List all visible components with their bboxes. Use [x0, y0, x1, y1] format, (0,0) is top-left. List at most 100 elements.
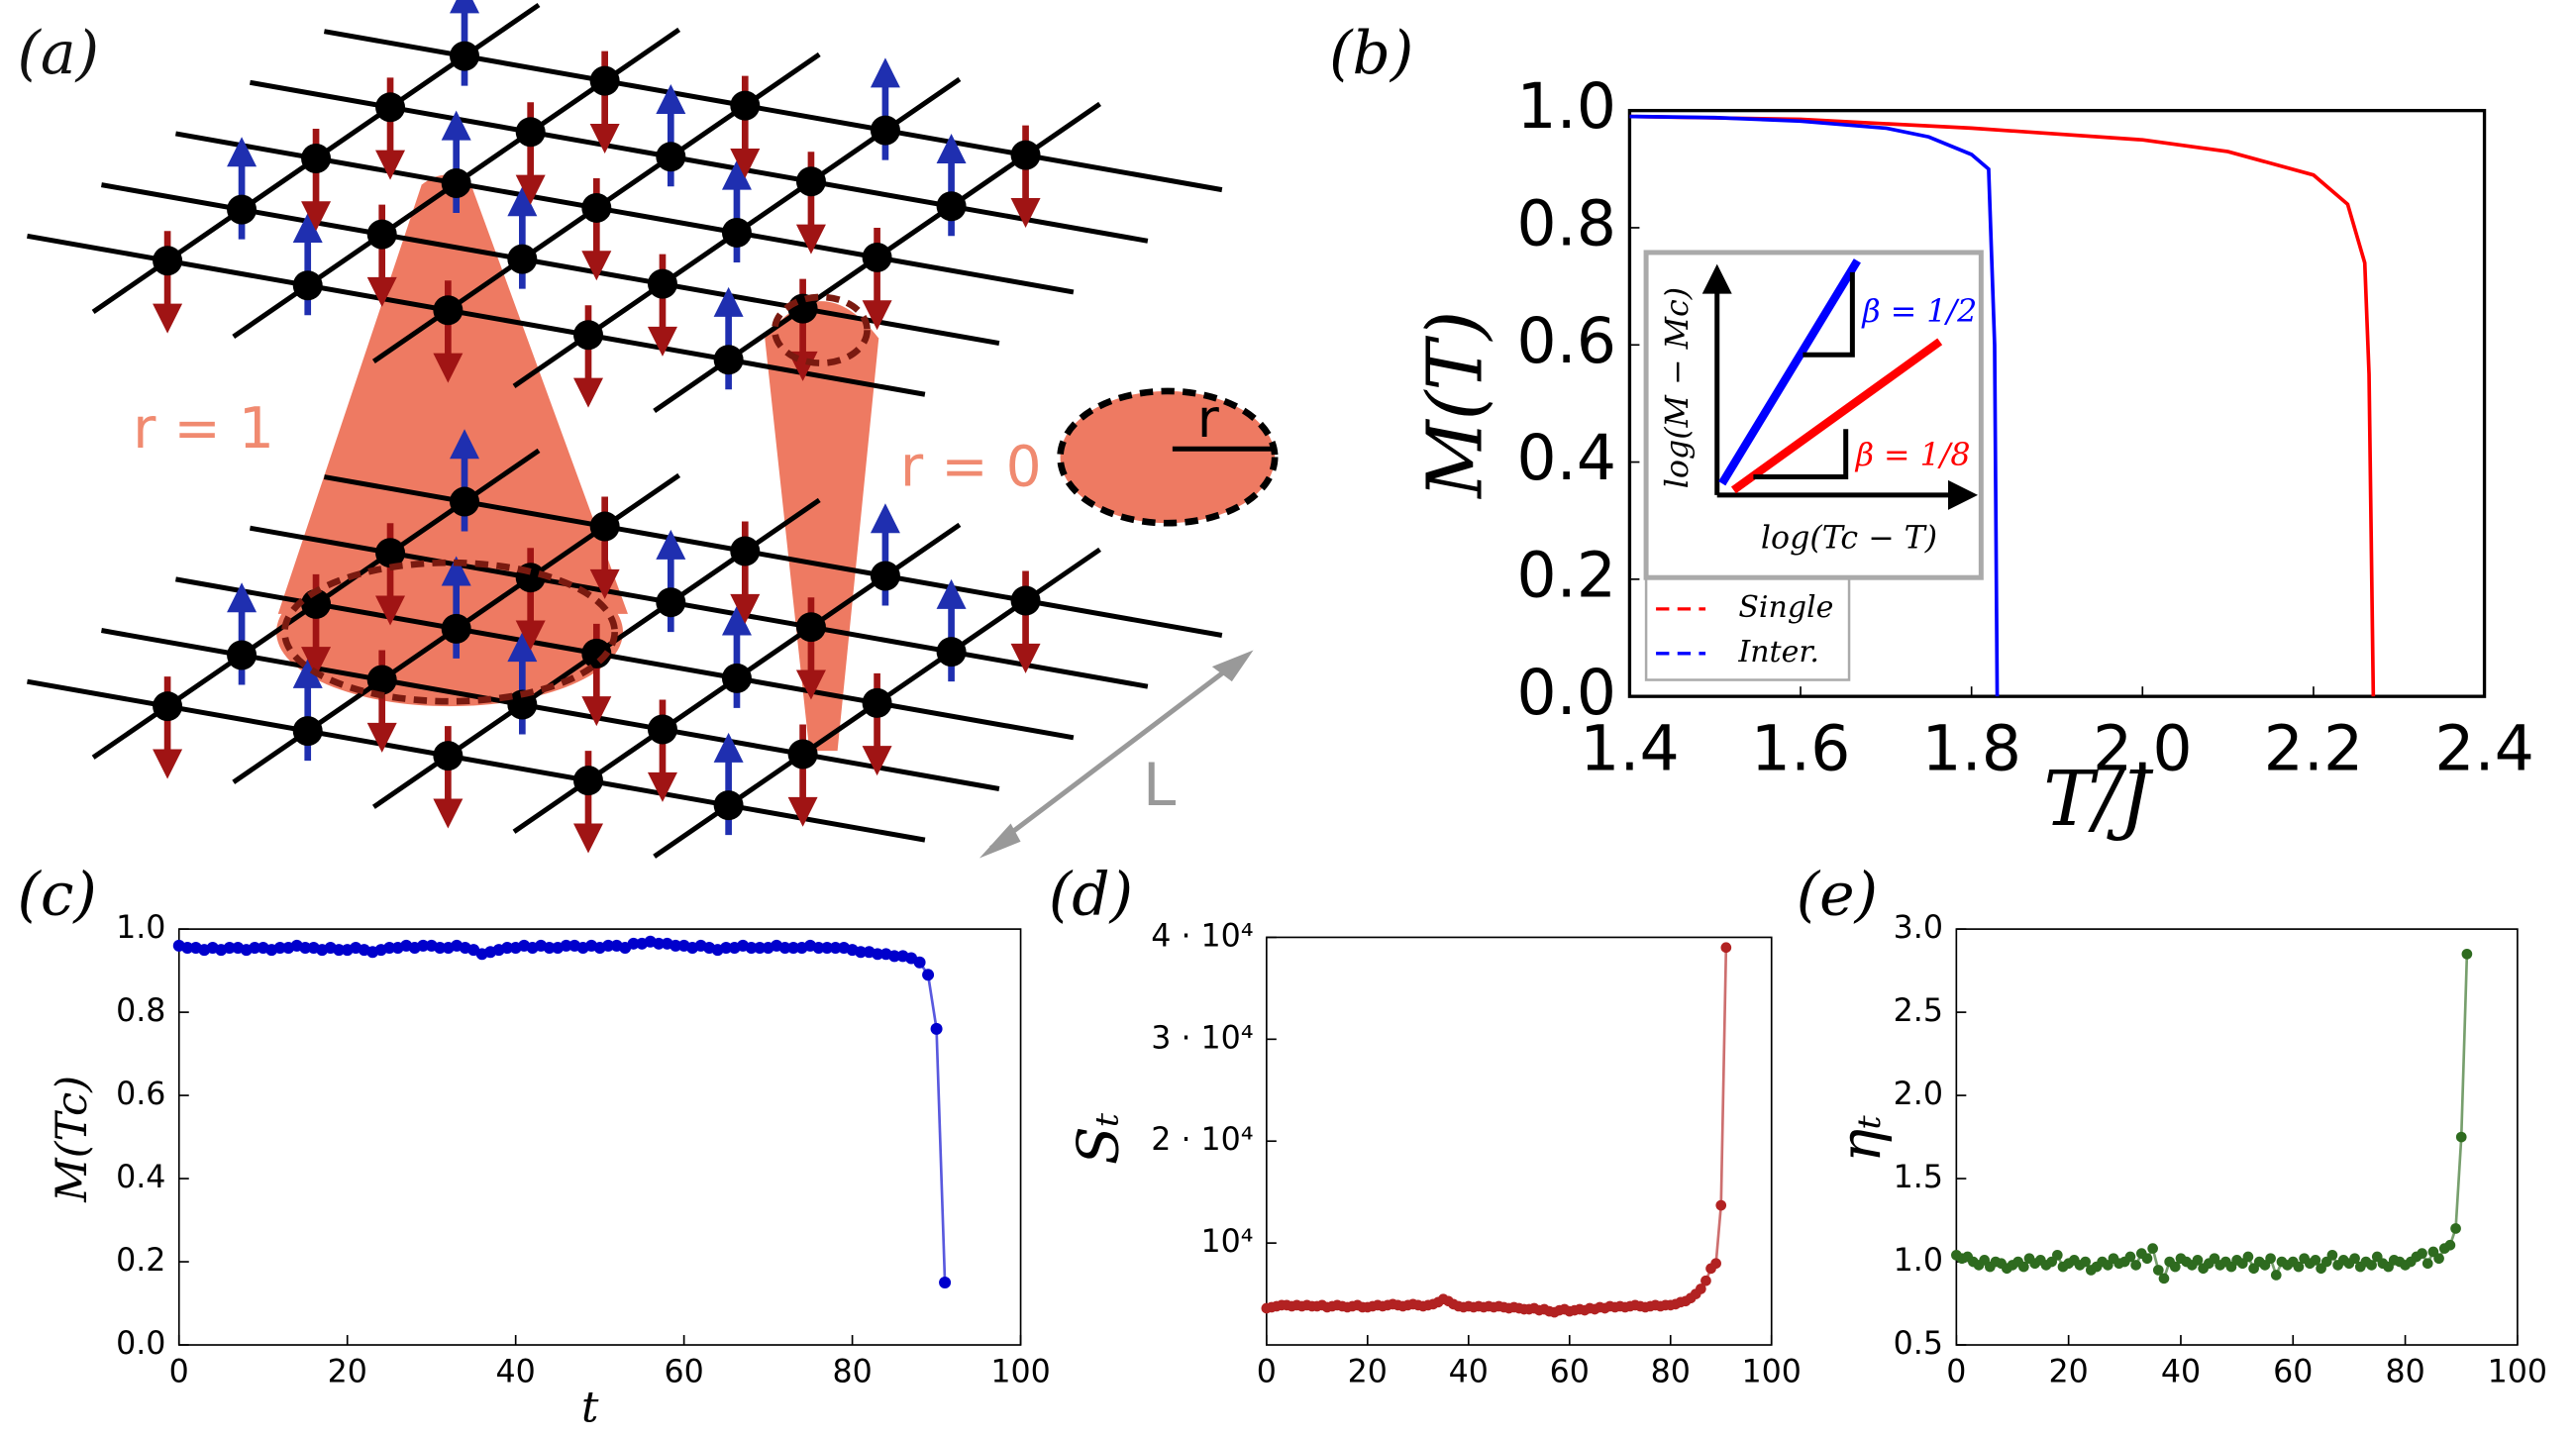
lattice-site [433, 295, 464, 326]
y-tick-label: 1.5 [1894, 1160, 1943, 1195]
y-tick-label: 1.0 [1894, 1243, 1943, 1279]
spin-down-head [787, 796, 818, 827]
data-point [333, 944, 346, 957]
lattice-site [656, 587, 686, 618]
lattice-site [227, 194, 258, 225]
lattice-site [153, 691, 183, 722]
spin-down-head [730, 593, 761, 624]
data-point [2461, 948, 2473, 960]
data-point [778, 942, 791, 955]
spin-down-head [375, 150, 406, 180]
data-point [913, 956, 926, 969]
lattice-site [787, 739, 818, 770]
data-point [417, 939, 430, 952]
lattice-site [375, 538, 406, 568]
spin-down-head [433, 353, 464, 383]
x-tick-label: 40 [2161, 1355, 2201, 1390]
spin-down-head [572, 377, 603, 408]
y-tick-label: 0.0 [116, 1326, 165, 1362]
spin-down-head [795, 669, 826, 700]
inset-y-label: log(M − Mc) [1660, 287, 1696, 488]
spin-up-head [721, 605, 752, 636]
y-tick-label: 3.0 [1894, 910, 1943, 946]
x-tick-label: 20 [328, 1355, 367, 1390]
slope-annotation: β = 1/8 [1855, 438, 1971, 473]
cone-small [765, 301, 879, 752]
inset-axes [1714, 283, 1957, 498]
chart: 0 20 40 60 80 100 0.0 0.2 0.4 0.6 0.8 1.0 (c) t M(Tc) [17, 861, 1050, 1433]
data-point [670, 939, 682, 952]
data-point [821, 942, 834, 955]
y-tick-label: 0.0 [1516, 656, 1616, 729]
y-tick-label: 0.2 [1516, 538, 1616, 611]
data-point [812, 942, 825, 955]
spin-down-head [366, 722, 397, 753]
spin-down-head [862, 300, 892, 331]
spin-up-head [656, 529, 686, 560]
panel-label: (d) [1049, 861, 1133, 930]
lattice-site [292, 270, 323, 301]
x-tick-label: 80 [1651, 1355, 1691, 1390]
lattice-site [227, 640, 258, 670]
size-arrow [989, 656, 1244, 851]
x-tick-label: 100 [990, 1355, 1050, 1390]
lattice-site [450, 486, 480, 517]
lattice-site [647, 714, 677, 745]
slope-annotation: β = 1/2 [1861, 294, 1977, 330]
data-point [2310, 1255, 2321, 1266]
lattice-site [441, 613, 471, 644]
data-line [1629, 114, 2000, 697]
lattice [27, 0, 1223, 413]
data-point [754, 942, 767, 955]
data-point [2455, 1131, 2467, 1143]
x-axis-label: T/J [2043, 756, 2154, 844]
spin-up-head [656, 83, 686, 114]
lattice-site [730, 536, 761, 566]
lattice-site [795, 166, 826, 197]
spin-down-head [795, 224, 826, 255]
data-point [2444, 1239, 2456, 1251]
spin-up-head [713, 286, 744, 317]
spin-down-head [366, 276, 397, 307]
y-tick-label: 2.5 [1894, 993, 1943, 1029]
y-tick-label: 0.2 [116, 1243, 165, 1279]
x-tick-label: 40 [1449, 1355, 1489, 1390]
x-tick-label: 100 [1742, 1355, 1802, 1390]
spin-up-head [507, 186, 538, 217]
lattice-site [589, 511, 620, 542]
lattice-site [713, 345, 744, 375]
spin-down-head [515, 620, 546, 651]
lattice-site [721, 663, 752, 693]
inset-line [1718, 258, 1861, 486]
slope-triangle [1753, 429, 1849, 480]
legend-label: Inter. [1737, 635, 1819, 669]
spin-down-head [730, 148, 761, 178]
radius-symbol: r [1197, 388, 1219, 450]
lattice-site [450, 41, 480, 71]
spin-up-head [441, 110, 471, 141]
data-point [720, 942, 733, 955]
x-tick-label: 1.6 [1751, 712, 1851, 785]
spin-up-head [713, 732, 744, 763]
data-point [1720, 942, 1732, 954]
data-point [2141, 1253, 2153, 1265]
spin-down-head [862, 746, 892, 776]
y-axis-label: Sₜ [1066, 1112, 1131, 1165]
lattice-site [862, 242, 892, 272]
x-tick-label: 0 [1257, 1355, 1277, 1390]
x-tick-label: 20 [1348, 1355, 1388, 1390]
y-axis-label: M(T) [1411, 311, 1499, 500]
data-point [2293, 1261, 2305, 1273]
spin-down-head [589, 568, 620, 599]
x-tick-label: 60 [1550, 1355, 1590, 1390]
data-point [855, 946, 868, 959]
plot-frame [177, 928, 1022, 1346]
lattice-site [507, 689, 538, 720]
lattice-site [730, 90, 761, 121]
y-tick-label: 1.0 [1516, 69, 1616, 143]
panel-a: (a) r = 1 r = 0 r L [17, 0, 1279, 859]
y-tick-label: 0.4 [116, 1160, 165, 1195]
y-tick-label: 2.0 [1894, 1077, 1943, 1112]
x-tick-label: 20 [2049, 1355, 2089, 1390]
cone-large [277, 174, 628, 614]
